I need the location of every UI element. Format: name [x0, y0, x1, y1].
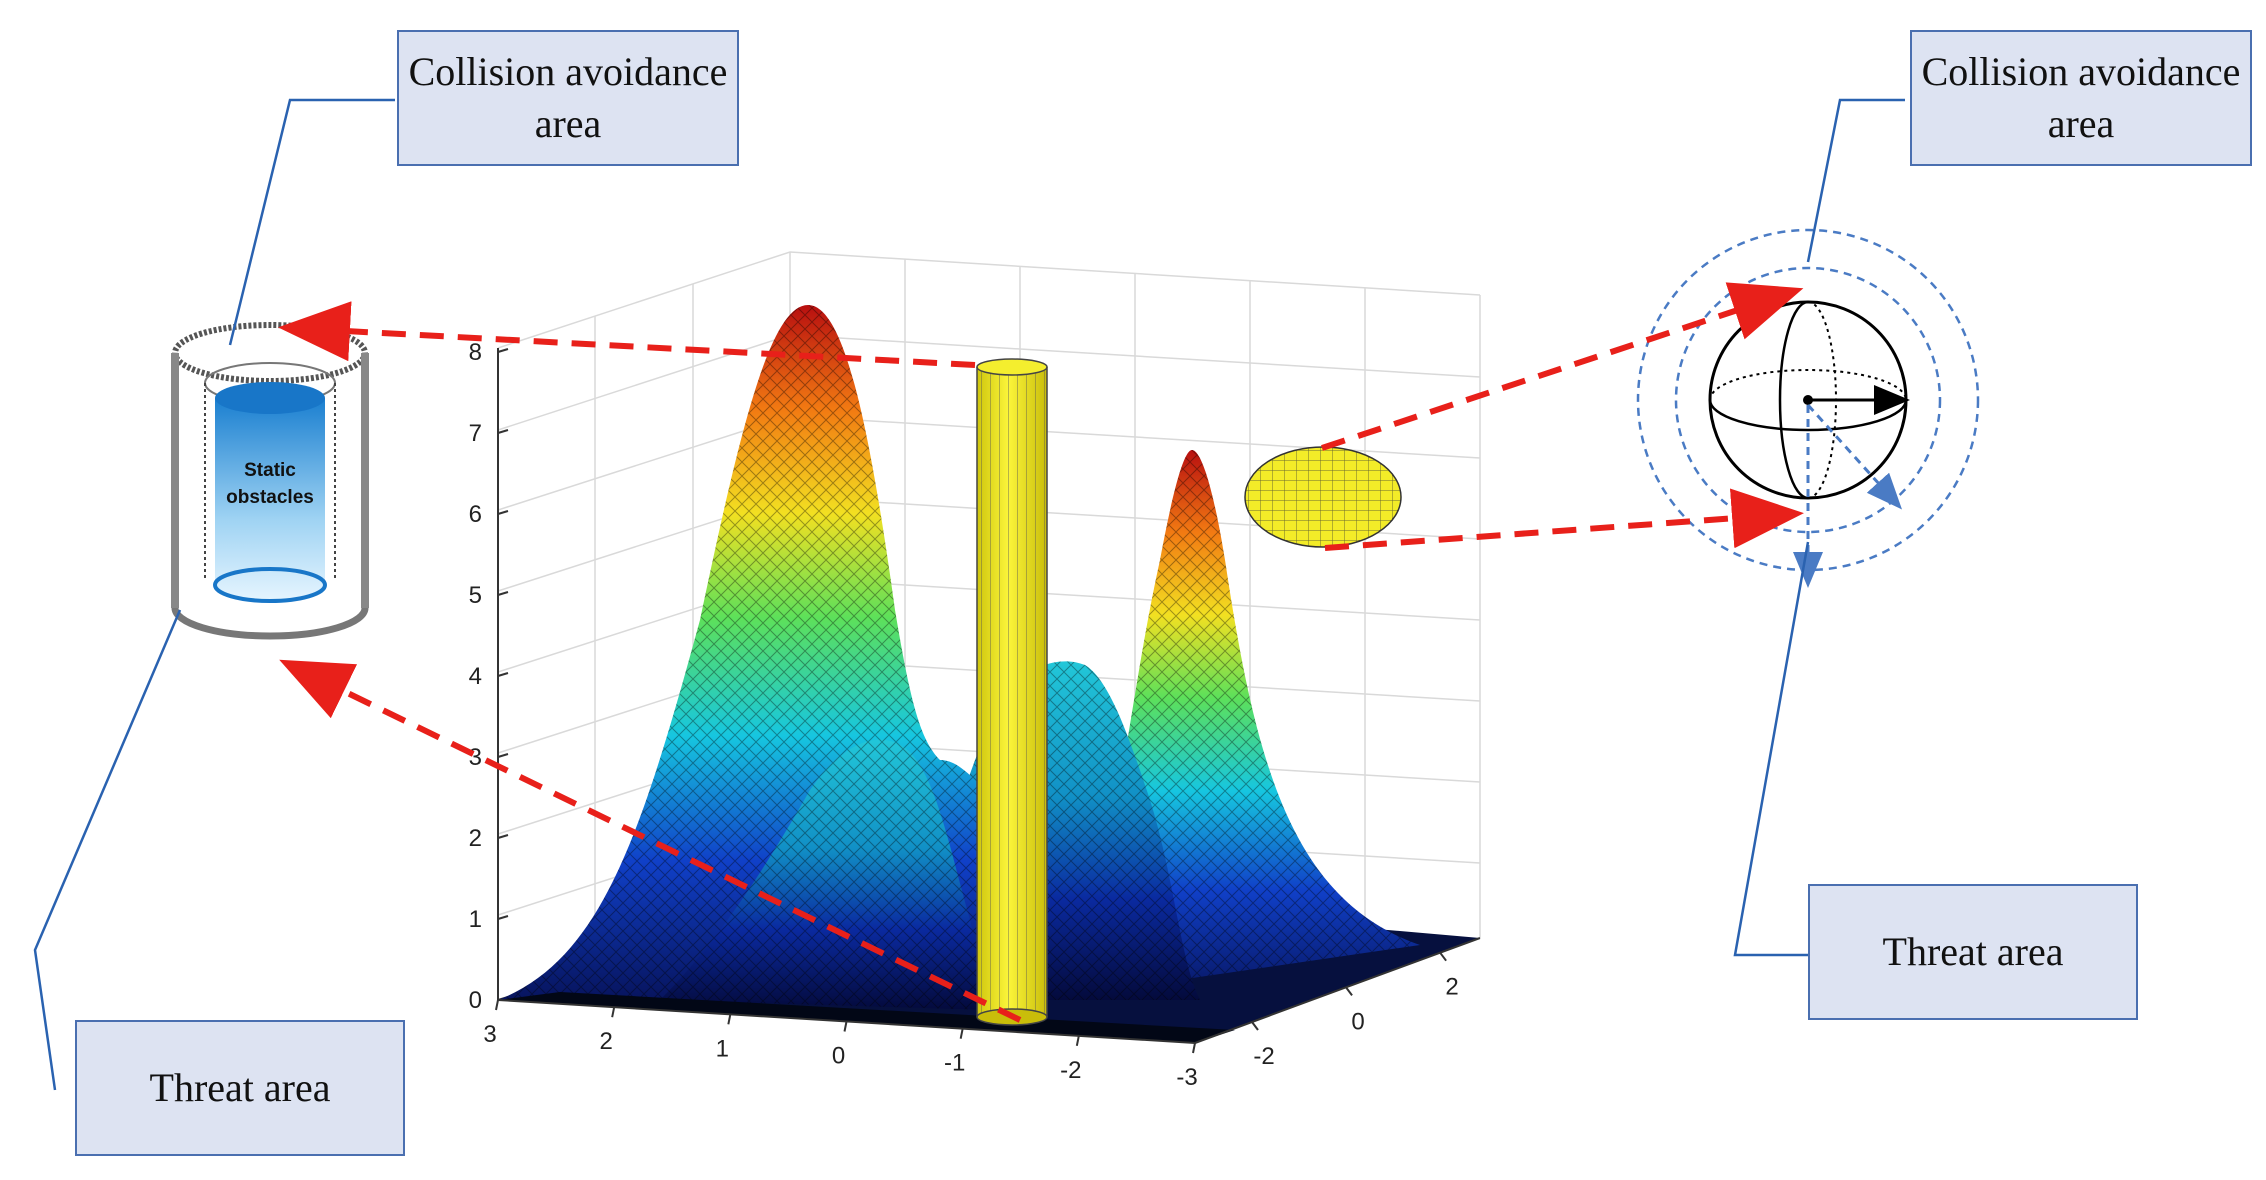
right-threat-label: Threat area: [1808, 884, 2138, 1020]
x-tick-mark: [727, 1014, 732, 1025]
leader-lines: [33, 98, 1905, 1091]
right-threat-text: Threat area: [1882, 929, 2064, 974]
xy-axes: 3 2 1 0 -1 -2 -3 -2 0 2: [483, 937, 1481, 1091]
left-collision-label: Collision avoidance area: [397, 30, 739, 166]
z-tick-label: 8: [469, 339, 482, 366]
z-tick-label: 4: [469, 663, 482, 690]
static-obstacles-label-2: obstacles: [226, 487, 314, 508]
x-tick-mark: [843, 1021, 848, 1032]
z-tick-label: 1: [469, 906, 482, 933]
y-tick-mark: [1251, 1021, 1259, 1031]
x-tick-mark: [495, 999, 499, 1011]
x-tick-mark: [959, 1028, 964, 1039]
red-arrows: [278, 282, 1804, 1023]
x-tick-label: -1: [944, 1050, 965, 1077]
y-tick-label: 2: [1445, 974, 1458, 1001]
x-tick-mark: [1192, 1042, 1196, 1054]
z-tick-mark: [497, 348, 509, 353]
cylinder-obstacle: [976, 358, 1048, 1026]
x-tick-label: 2: [599, 1028, 612, 1055]
y-tick-label: -2: [1253, 1043, 1274, 1070]
static-obstacles-label-1: Static: [244, 460, 296, 481]
x-tick-mark: [1075, 1035, 1080, 1047]
right-sphere-illustration: [1636, 228, 1980, 588]
z-tick-mark: [497, 510, 509, 515]
z-tick-mark: [497, 429, 509, 434]
right-collision-text: Collision avoidance area: [1921, 49, 2241, 146]
z-tick-mark: [497, 591, 509, 596]
x-tick-label: 0: [832, 1043, 845, 1070]
z-tick-mark: [497, 753, 509, 758]
z-tick-label: 0: [469, 987, 482, 1014]
x-tick-label: 1: [716, 1035, 729, 1062]
y-tick-mark: [1439, 952, 1447, 962]
y-tick-mark: [1345, 986, 1353, 996]
x-tick-mark: [611, 1006, 616, 1018]
ellipsoid-obstacle: [1244, 446, 1402, 548]
z-tick-label: 7: [469, 420, 482, 447]
x-tick-label: -2: [1060, 1057, 1081, 1084]
z-tick-label: 3: [469, 744, 482, 771]
z-tick-mark: [497, 915, 509, 920]
x-tick-label: -3: [1176, 1064, 1197, 1091]
z-axis: 0 1 2 3 4 5 6 7 8: [469, 339, 509, 1014]
left-collision-text: Collision avoidance area: [408, 49, 728, 146]
y-tick-label: 0: [1351, 1008, 1364, 1035]
z-tick-mark: [497, 672, 509, 677]
left-cylinder-illustration: Static obstacles: [171, 322, 369, 640]
right-collision-label: Collision avoidance area: [1910, 30, 2252, 166]
z-tick-label: 5: [469, 582, 482, 609]
z-tick-label: 6: [469, 501, 482, 528]
left-threat-text: Threat area: [149, 1065, 331, 1110]
z-tick-label: 2: [469, 825, 482, 852]
x-tick-label: 3: [483, 1021, 496, 1048]
z-tick-mark: [497, 834, 509, 839]
surface-plot: [498, 305, 1480, 1043]
left-threat-label: Threat area: [75, 1020, 405, 1156]
